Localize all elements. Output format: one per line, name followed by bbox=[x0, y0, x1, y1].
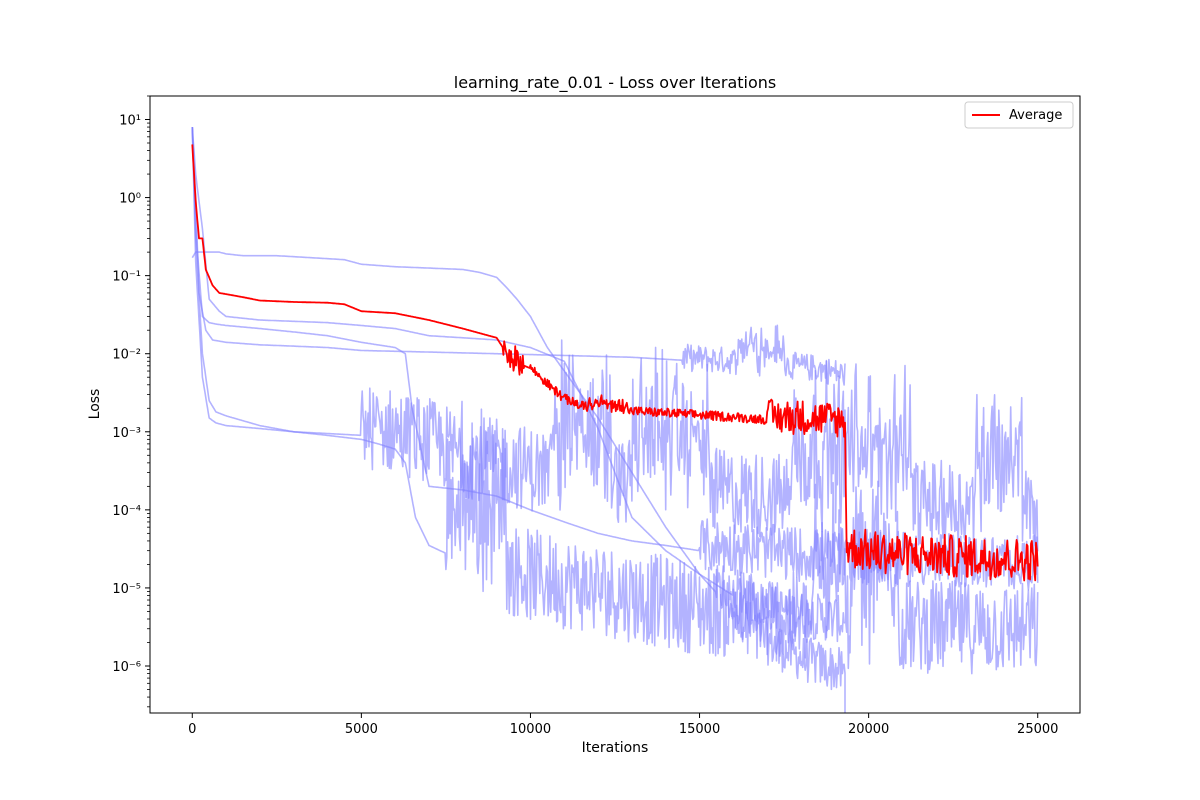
x-tick-label: 5000 bbox=[345, 722, 378, 737]
average-line-layer bbox=[191, 144, 1039, 582]
legend-box bbox=[964, 101, 1074, 129]
run-series-line-1 bbox=[191, 251, 846, 713]
y-tick-label: 10⁻⁴ bbox=[112, 504, 141, 519]
x-axis-label: Iterations bbox=[582, 740, 649, 756]
y-tick-label: 10⁻¹ bbox=[112, 270, 141, 285]
y-tick-label: 10¹ bbox=[119, 114, 141, 129]
x-tick-label: 20000 bbox=[848, 722, 889, 737]
x-axis: 0 5000 10000 15000 20000 25000 bbox=[188, 713, 1058, 737]
x-tick-label: 15000 bbox=[679, 722, 720, 737]
y-axis: 10⁻⁶ 10⁻⁵ 10⁻⁴ 10⁻³ 10⁻² 10⁻¹ 10⁰ 10¹ bbox=[112, 95, 150, 708]
run-series-line-5 bbox=[191, 127, 1039, 552]
x-tick-label: 10000 bbox=[510, 722, 551, 737]
x-tick-label: 0 bbox=[188, 722, 196, 737]
y-tick-label: 10⁻⁵ bbox=[112, 582, 141, 597]
y-tick-label: 10⁻⁶ bbox=[112, 660, 141, 675]
x-tick-label: 25000 bbox=[1017, 722, 1058, 737]
legend: Average bbox=[964, 101, 1074, 129]
plot-frame bbox=[149, 95, 1081, 714]
run-series-line-6 bbox=[191, 127, 1039, 591]
y-tick-label: 10⁰ bbox=[119, 192, 141, 207]
run-series-line-2 bbox=[191, 127, 846, 643]
y-tick-label: 10⁻³ bbox=[112, 426, 141, 441]
y-axis-label: Loss bbox=[87, 389, 103, 420]
legend-average-label: Average bbox=[1009, 108, 1062, 123]
y-tick-label: 10⁻² bbox=[112, 348, 141, 363]
chart-title: learning_rate_0.01 - Loss over Iteration… bbox=[454, 73, 777, 93]
average-series-line bbox=[191, 144, 1039, 582]
